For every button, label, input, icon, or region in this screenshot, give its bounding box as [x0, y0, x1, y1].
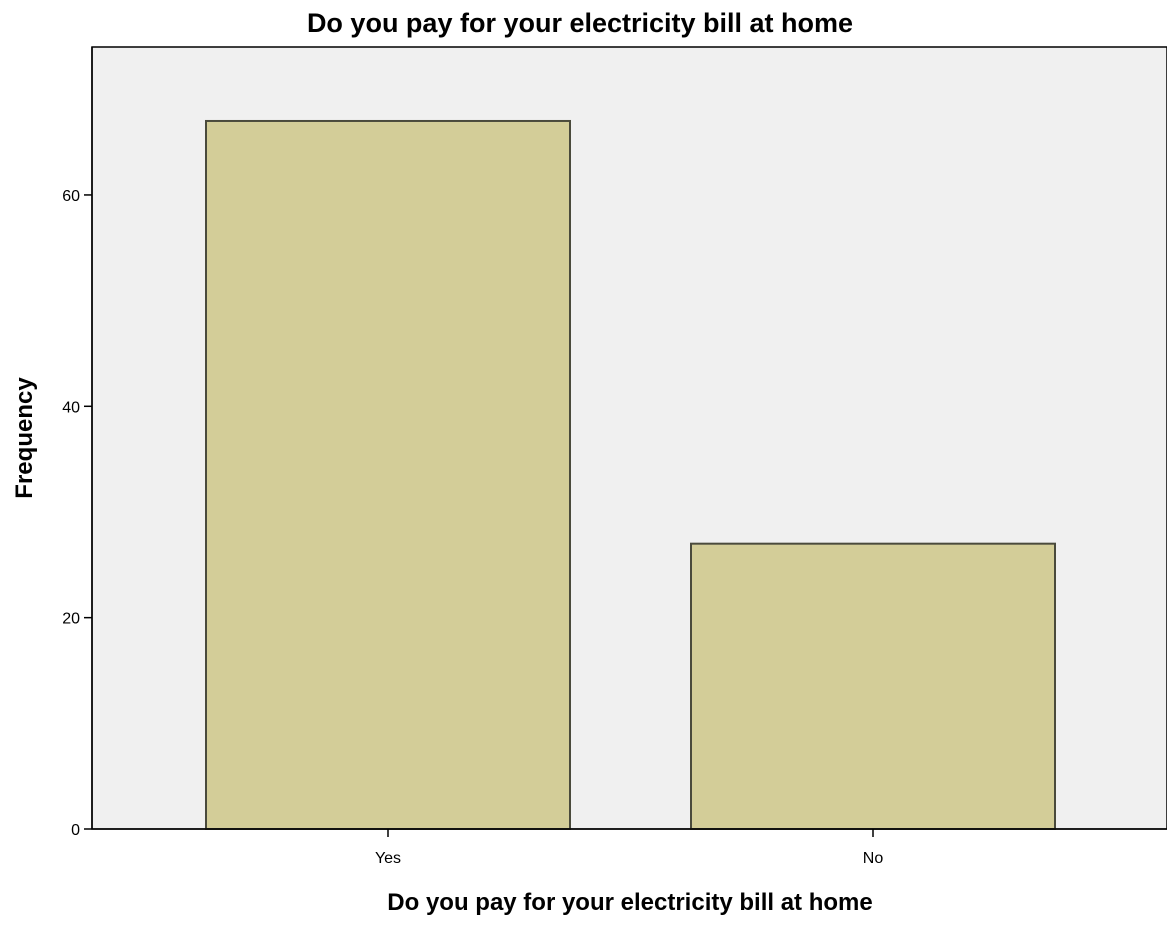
bar-no [690, 542, 1056, 830]
y-axis: 0 20 40 60 [62, 47, 93, 839]
y-tick-label: 20 [62, 611, 80, 628]
y-tick-label: 40 [62, 399, 80, 416]
y-tick-label: 0 [71, 822, 80, 839]
x-tick-label: No [863, 850, 884, 867]
x-tick-label: Yes [375, 850, 401, 867]
bar-yes [205, 119, 571, 831]
chart-title: Do you pay for your electricity bill at … [307, 8, 853, 38]
x-axis-title: Do you pay for your electricity bill at … [387, 889, 872, 916]
y-tick-label: 60 [62, 188, 80, 205]
y-axis-title: Frequency [11, 377, 38, 499]
x-axis: Yes No [92, 828, 1167, 867]
